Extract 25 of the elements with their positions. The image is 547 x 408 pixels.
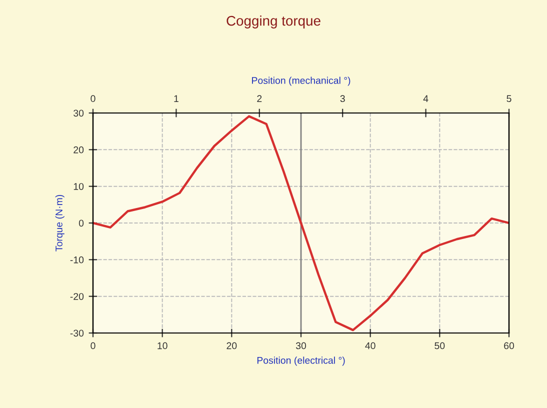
chart-title: Cogging torque <box>226 16 320 28</box>
x-tick-label: 10 <box>158 342 168 350</box>
x-axis-title: Position (electrical °) <box>257 356 345 366</box>
x2-tick-label: 4 <box>423 95 428 102</box>
y-tick-label: -30 <box>70 330 84 337</box>
y-tick-label: 30 <box>74 110 84 117</box>
x2-tick-label: 2 <box>257 95 262 102</box>
x2-tick-label: 0 <box>90 95 96 102</box>
y-tick-label: 0 <box>78 220 84 227</box>
y-tick-label: -10 <box>70 256 84 264</box>
x-tick-label: 0 <box>90 342 96 350</box>
x2-tick-label: 1 <box>174 95 178 102</box>
line-series <box>93 115 509 332</box>
y-tick-label: 20 <box>74 146 84 154</box>
x-tick-label: 20 <box>226 342 237 350</box>
x-tick-label: 40 <box>365 342 376 350</box>
x-tick-label: 30 <box>296 342 306 350</box>
y-tick-label: -20 <box>70 293 84 300</box>
x2-tick-label: 3 <box>340 95 345 102</box>
y-axis-title: Torque (N·m) <box>55 194 64 252</box>
y-tick-label: 10 <box>74 183 84 190</box>
x2-tick-label: 5 <box>506 95 512 102</box>
x-tick-label: 50 <box>434 342 445 350</box>
x2-axis-title: Position (mechanical °) <box>252 76 350 86</box>
x-tick-label: 60 <box>504 342 514 350</box>
